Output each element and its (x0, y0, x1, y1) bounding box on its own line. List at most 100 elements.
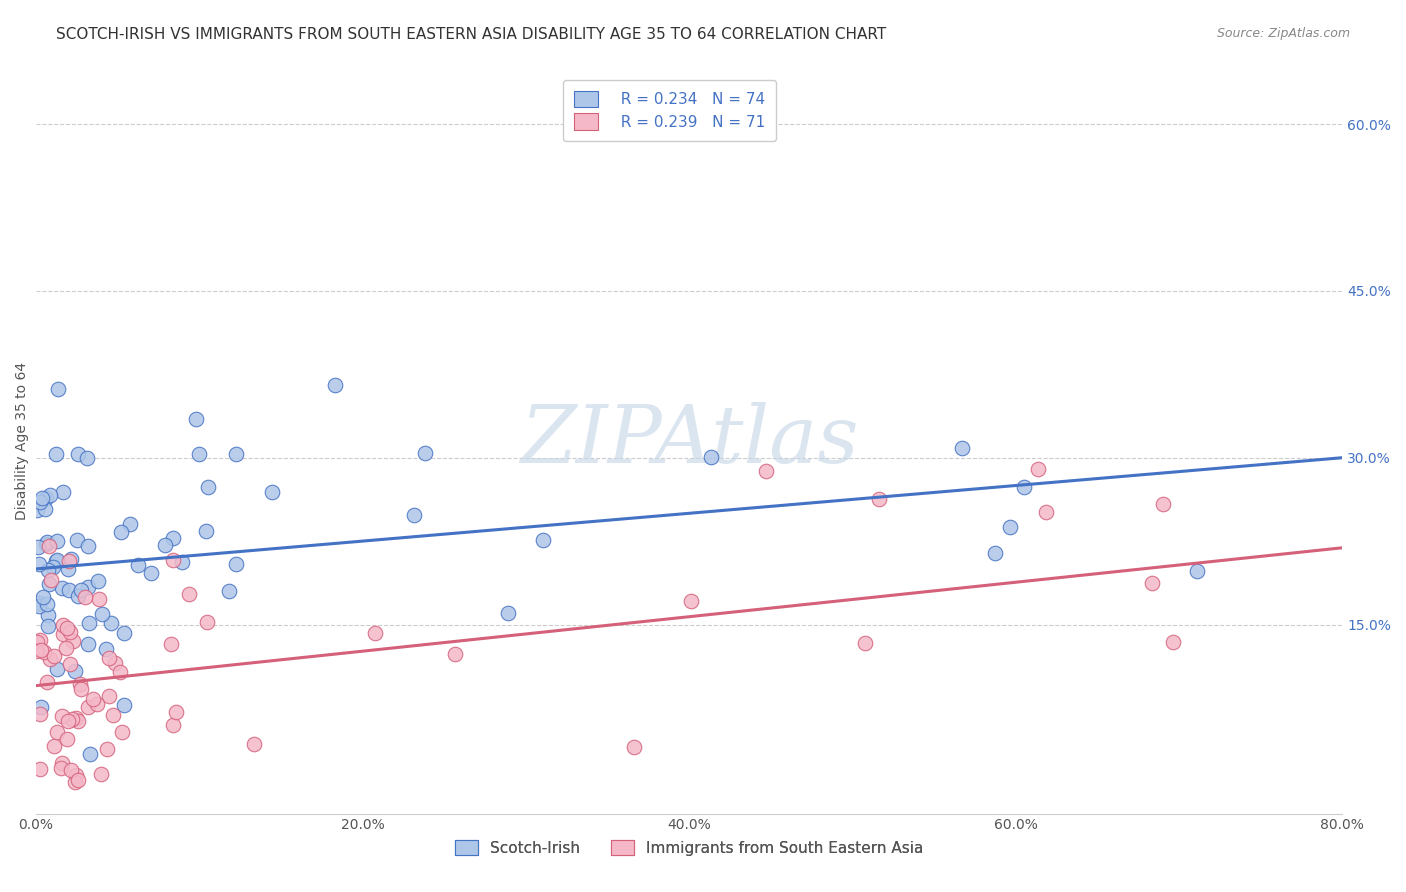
Point (243, 737, 266, 751)
Text: Source: ZipAtlas.com: Source: ZipAtlas.com (1216, 27, 1350, 40)
Point (225, 447, 247, 461)
Point (77, 580, 100, 594)
Point (90, 767, 112, 781)
Point (120, 516, 142, 531)
Point (952, 441, 974, 455)
Point (413, 446, 436, 460)
Point (112, 698, 135, 712)
Point (77, 637, 100, 651)
Point (34, 537, 56, 551)
Point (194, 524, 217, 538)
Point (104, 656, 127, 670)
Point (101, 707, 124, 722)
Point (58, 562, 80, 576)
Point (28, 495, 51, 509)
Point (56, 731, 79, 746)
Point (67, 714, 90, 728)
Point (1035, 505, 1057, 519)
Point (129, 840, 152, 855)
Point (37, 563, 59, 577)
Point (48, 382, 70, 396)
Point (87, 574, 110, 588)
Point (79, 747, 101, 761)
Point (46, 662, 69, 676)
Point (65, 711, 87, 725)
Point (89, 591, 111, 606)
Point (162, 717, 184, 731)
Point (681, 593, 703, 607)
Point (260, 484, 283, 499)
Point (58, 582, 80, 597)
Point (38, 488, 60, 502)
Point (44, 649, 66, 664)
Point (77, 700, 100, 714)
Point (63, 665, 86, 679)
Point (51, 582, 73, 596)
Point (46, 724, 69, 739)
Point (52, 627, 75, 641)
Y-axis label: Disability Age 35 to 64: Disability Age 35 to 64 (15, 362, 30, 520)
Point (59, 624, 82, 639)
Point (49, 761, 72, 775)
Point (27, 541, 49, 555)
Point (165, 705, 187, 719)
Point (195, 615, 218, 629)
Point (34, 491, 56, 505)
Text: SCOTCH-IRISH VS IMMIGRANTS FROM SOUTH EASTERN ASIA DISABILITY AGE 35 TO 64 CORRE: SCOTCH-IRISH VS IMMIGRANTS FROM SOUTH EA… (56, 27, 887, 42)
Point (531, 533, 554, 547)
Point (82, 691, 104, 706)
Point (31, 491, 53, 506)
Point (100, 616, 122, 631)
Point (186, 412, 208, 426)
Point (108, 665, 131, 680)
Point (90, 607, 112, 621)
Point (27, 558, 49, 572)
Point (86, 698, 108, 712)
Point (76, 450, 98, 465)
Point (984, 546, 1007, 560)
Point (700, 450, 723, 464)
Point (56, 714, 79, 728)
Point (38, 576, 60, 591)
Point (323, 378, 346, 392)
Point (177, 587, 200, 601)
Point (32, 645, 55, 659)
Point (30, 700, 52, 714)
Point (112, 626, 135, 640)
Point (25, 644, 48, 658)
Point (39, 574, 62, 588)
Point (58, 554, 80, 568)
Point (35, 597, 58, 611)
Point (225, 557, 247, 571)
Point (44, 871, 66, 886)
Point (63, 775, 86, 789)
Point (868, 491, 890, 506)
Point (45, 554, 67, 568)
Point (66, 589, 89, 603)
Point (127, 558, 149, 573)
Point (45, 553, 67, 567)
Point (30, 762, 52, 776)
Point (1012, 480, 1035, 494)
Point (1152, 497, 1174, 511)
Point (51, 709, 73, 723)
Point (30, 706, 52, 721)
Point (96, 742, 118, 756)
Point (1140, 576, 1163, 591)
Point (218, 583, 240, 598)
Point (998, 520, 1021, 534)
Point (27, 634, 49, 648)
Point (853, 635, 876, 649)
Point (404, 508, 426, 522)
Point (32, 590, 55, 604)
Point (30, 643, 52, 657)
Point (28, 596, 51, 610)
Point (69, 677, 91, 691)
Text: ZIPAtlas: ZIPAtlas (520, 402, 858, 480)
Point (55, 621, 77, 635)
Point (45, 447, 67, 461)
Point (52, 618, 75, 632)
Point (197, 480, 219, 494)
Point (25, 503, 48, 517)
Point (59, 657, 82, 671)
